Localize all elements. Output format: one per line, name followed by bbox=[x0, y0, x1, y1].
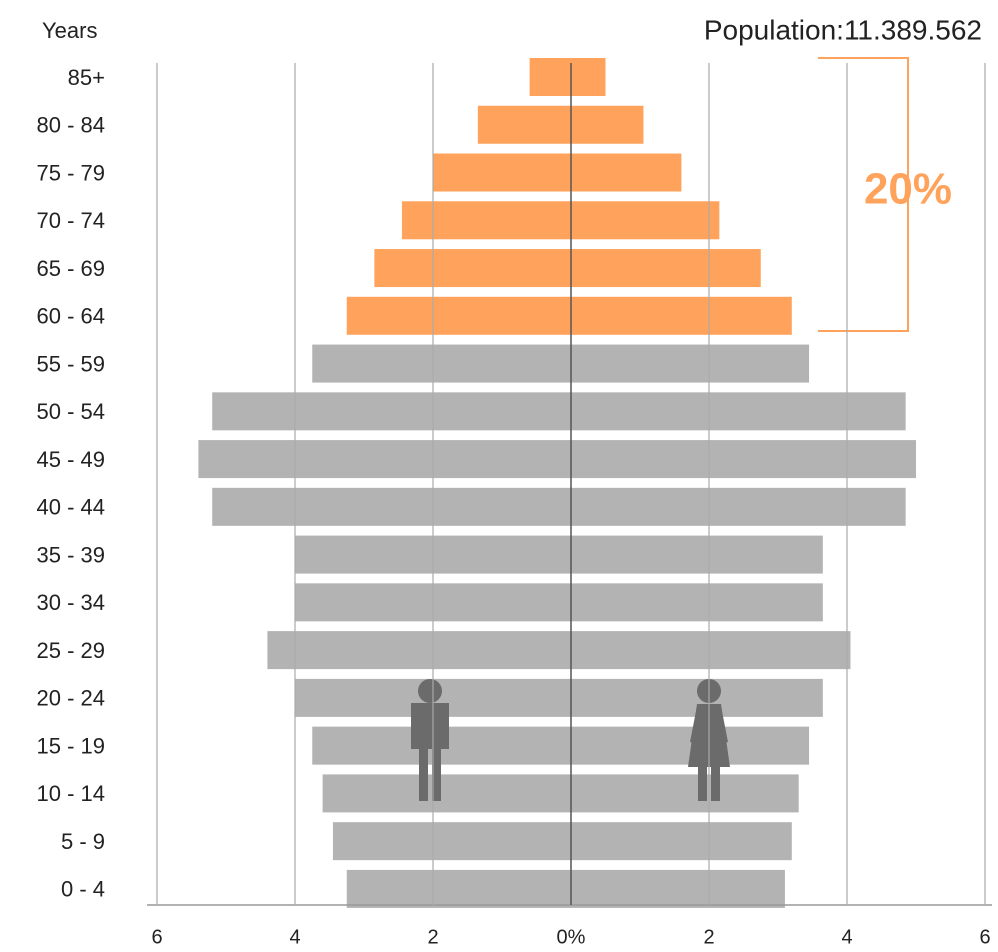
bar bbox=[322, 774, 571, 813]
x-tick-label: 2 bbox=[703, 926, 714, 948]
x-tick-label: 4 bbox=[841, 926, 852, 948]
bracket bbox=[818, 57, 909, 332]
x-tick-label: 2 bbox=[427, 926, 438, 948]
bar bbox=[312, 344, 571, 383]
bar bbox=[571, 344, 810, 383]
y-tick-label: 70 - 74 bbox=[37, 208, 106, 233]
bar bbox=[529, 58, 571, 96]
bar bbox=[571, 487, 906, 526]
x-tick-label: 4 bbox=[289, 926, 300, 948]
bar bbox=[571, 249, 761, 288]
bar bbox=[401, 201, 571, 240]
bar bbox=[346, 296, 571, 335]
bar bbox=[571, 774, 799, 813]
y-tick-label: 25 - 29 bbox=[37, 638, 106, 663]
y-tick-label: 55 - 59 bbox=[37, 351, 106, 376]
bar bbox=[571, 440, 916, 479]
bar bbox=[332, 822, 571, 861]
y-tick-label: 10 - 14 bbox=[37, 781, 106, 806]
bar bbox=[571, 869, 785, 908]
bar bbox=[571, 583, 823, 622]
bar bbox=[346, 869, 571, 908]
y-tick-label: 45 - 49 bbox=[37, 447, 106, 472]
x-tick-label: 6 bbox=[151, 926, 162, 948]
x-tick-label: 0% bbox=[557, 926, 586, 948]
y-tick-label: 50 - 54 bbox=[37, 399, 106, 424]
bar bbox=[212, 487, 571, 526]
y-tick-label: 60 - 64 bbox=[37, 304, 106, 329]
y-tick-label: 75 - 79 bbox=[37, 160, 106, 185]
y-tick-label: 85+ bbox=[68, 65, 105, 90]
bar bbox=[267, 631, 571, 670]
bar bbox=[571, 201, 720, 240]
bar bbox=[571, 58, 606, 96]
bar bbox=[374, 249, 571, 288]
bar bbox=[477, 105, 571, 144]
y-tick-label: 5 - 9 bbox=[61, 829, 105, 854]
bar bbox=[571, 822, 792, 861]
y-tick-label: 35 - 39 bbox=[37, 542, 106, 567]
bar bbox=[212, 392, 571, 431]
y-tick-label: 80 - 84 bbox=[37, 113, 106, 138]
bar bbox=[571, 296, 792, 335]
bar bbox=[571, 153, 682, 192]
bar bbox=[198, 440, 571, 479]
male-icon bbox=[411, 679, 449, 801]
y-tick-label: 30 - 34 bbox=[37, 590, 106, 615]
y-tick-label: 0 - 4 bbox=[61, 877, 105, 902]
bar bbox=[571, 392, 906, 431]
chart-title: Population:11.389.562 bbox=[704, 14, 982, 45]
bar bbox=[571, 631, 851, 670]
annotation: 20% bbox=[864, 165, 952, 214]
bar bbox=[571, 105, 644, 144]
bar bbox=[433, 153, 571, 192]
y-tick-label: 15 - 19 bbox=[37, 733, 106, 758]
y-axis-label: Years bbox=[42, 18, 97, 43]
y-tick-label: 65 - 69 bbox=[37, 256, 106, 281]
y-tick-label: 40 - 44 bbox=[37, 495, 106, 520]
bar bbox=[571, 535, 823, 574]
y-tick-label: 20 - 24 bbox=[37, 686, 106, 711]
x-tick-label: 6 bbox=[979, 926, 990, 948]
